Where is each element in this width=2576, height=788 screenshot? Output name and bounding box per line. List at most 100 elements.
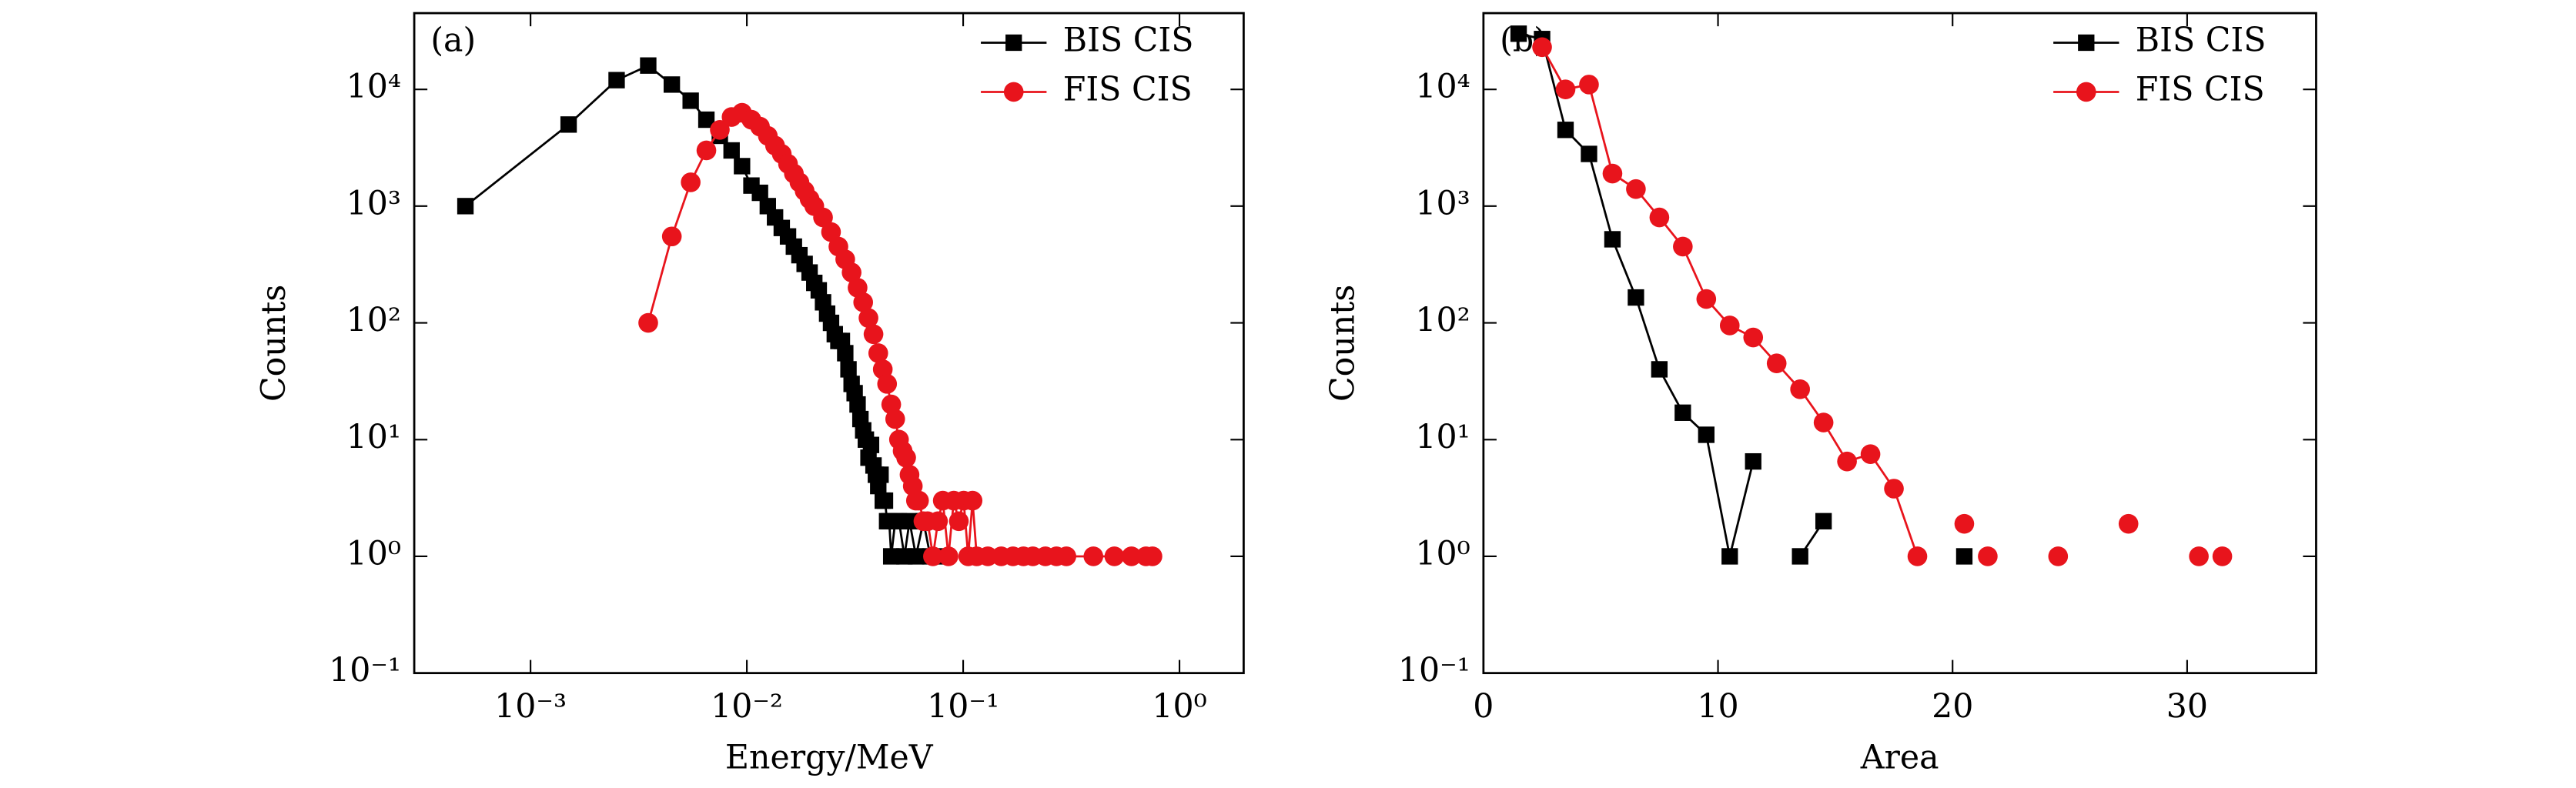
marker (1104, 546, 1125, 566)
x-tick-label: 10 (1697, 688, 1738, 726)
marker (853, 292, 874, 312)
marker (710, 119, 730, 140)
marker (1121, 546, 1142, 566)
marker (1978, 546, 1998, 566)
marker (1651, 361, 1668, 378)
marker (896, 447, 916, 468)
marker (1604, 231, 1621, 248)
marker (2189, 546, 2209, 566)
marker (661, 226, 682, 247)
marker (1813, 412, 1834, 432)
marker (608, 72, 625, 88)
x-tick-label: 10⁰ (1152, 688, 1206, 726)
x-axis-label: Area (1860, 739, 1939, 777)
x-tick-label: 30 (2166, 688, 2208, 726)
marker (837, 345, 854, 362)
x-tick-label: 10⁻² (711, 688, 783, 726)
marker (681, 172, 701, 192)
marker (1579, 75, 1599, 95)
marker (1628, 289, 1644, 306)
x-tick-label: 0 (1473, 688, 1494, 726)
legend-label: BIS CIS (2136, 21, 2267, 59)
y-tick-label: 10³ (346, 185, 401, 223)
marker (1721, 548, 1738, 565)
y-tick-label: 10² (346, 302, 401, 340)
marker (2048, 546, 2069, 566)
marker (2076, 82, 2096, 102)
marker (1790, 379, 1810, 399)
marker (901, 513, 918, 529)
x-tick-label: 20 (1932, 688, 1973, 726)
x-axis-label: Energy/MeV (725, 739, 934, 777)
y-axis-label: Counts (1324, 285, 1363, 402)
marker (1056, 546, 1076, 566)
marker (813, 207, 833, 228)
marker (1581, 145, 1597, 162)
marker (908, 490, 929, 511)
marker (638, 312, 658, 333)
marker (1003, 82, 1024, 102)
marker (1791, 548, 1808, 565)
y-tick-label: 10⁰ (1415, 535, 1470, 573)
panel: 10⁻³ 10⁻² 10⁻¹ 10⁰ 10⁻¹ 10⁰ 10¹ 10² 10³ 10⁴ Energy… (255, 12, 1245, 777)
marker (560, 116, 577, 133)
y-tick-label: 10⁴ (1415, 68, 1470, 106)
marker (663, 76, 681, 93)
marker (1766, 353, 1787, 373)
marker (1673, 236, 1693, 257)
marker (1557, 122, 1574, 139)
marker (1510, 25, 1527, 42)
marker (1907, 546, 1928, 566)
marker (862, 436, 880, 453)
marker (863, 324, 884, 345)
marker (1555, 79, 1576, 99)
marker (849, 396, 866, 413)
marker (858, 308, 878, 329)
marker (1884, 479, 1904, 499)
marker (1815, 513, 1832, 529)
marker (734, 158, 751, 175)
marker (457, 198, 474, 215)
y-tick-label: 10⁰ (346, 535, 401, 573)
series-line (647, 112, 1153, 558)
legend-label: FIS CIS (2136, 70, 2265, 109)
marker (908, 548, 925, 565)
marker (1837, 451, 1857, 472)
legend-label: BIS CIS (1063, 21, 1194, 59)
legend-label: FIS CIS (1063, 70, 1193, 109)
marker (696, 140, 717, 161)
marker (928, 511, 948, 532)
x-tick-label: 10⁻³ (494, 688, 567, 726)
x-tick-label: 10⁻¹ (927, 688, 999, 726)
marker (962, 490, 983, 511)
marker (840, 361, 857, 378)
plot-frame (1482, 12, 2317, 675)
marker (1743, 327, 1764, 348)
y-tick-label: 10⁻¹ (329, 652, 401, 690)
marker (1532, 37, 1552, 58)
marker (923, 546, 943, 566)
marker (1626, 179, 1646, 199)
marker (682, 92, 699, 109)
marker (1860, 444, 1881, 465)
marker (1698, 426, 1715, 443)
marker (1719, 316, 1740, 336)
y-tick-label: 10⁴ (346, 68, 401, 106)
marker (1649, 207, 1670, 228)
marker (2212, 546, 2233, 566)
y-tick-label: 10⁻¹ (1398, 652, 1470, 690)
marker (882, 548, 900, 565)
panel-label: (a) (430, 21, 476, 59)
marker (885, 409, 905, 429)
y-axis-label: Counts (255, 285, 293, 402)
marker (1955, 548, 1973, 565)
marker (1005, 34, 1022, 52)
marker (1954, 513, 1975, 534)
marker (868, 343, 888, 363)
marker (821, 222, 841, 242)
marker (698, 111, 715, 129)
plot-frame (413, 12, 1245, 675)
y-tick-label: 10² (1415, 302, 1470, 340)
marker (1083, 546, 1104, 566)
marker (1602, 163, 1623, 184)
